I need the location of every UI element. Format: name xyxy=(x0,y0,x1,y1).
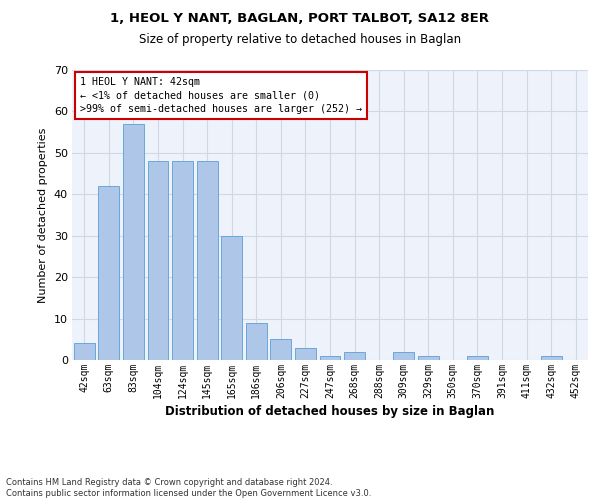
Y-axis label: Number of detached properties: Number of detached properties xyxy=(38,128,48,302)
Bar xyxy=(418,356,439,360)
Bar xyxy=(98,186,119,360)
Bar xyxy=(295,348,316,360)
Bar xyxy=(246,322,267,360)
X-axis label: Distribution of detached houses by size in Baglan: Distribution of detached houses by size … xyxy=(166,405,494,418)
Bar xyxy=(320,356,340,360)
Bar xyxy=(123,124,144,360)
Bar xyxy=(393,352,414,360)
Bar xyxy=(541,356,562,360)
Bar xyxy=(271,340,292,360)
Text: Size of property relative to detached houses in Baglan: Size of property relative to detached ho… xyxy=(139,32,461,46)
Bar xyxy=(467,356,488,360)
Bar xyxy=(172,161,193,360)
Bar xyxy=(74,344,95,360)
Bar xyxy=(344,352,365,360)
Text: Contains HM Land Registry data © Crown copyright and database right 2024.
Contai: Contains HM Land Registry data © Crown c… xyxy=(6,478,371,498)
Bar xyxy=(148,161,169,360)
Text: 1, HEOL Y NANT, BAGLAN, PORT TALBOT, SA12 8ER: 1, HEOL Y NANT, BAGLAN, PORT TALBOT, SA1… xyxy=(110,12,490,26)
Bar xyxy=(221,236,242,360)
Text: 1 HEOL Y NANT: 42sqm
← <1% of detached houses are smaller (0)
>99% of semi-detac: 1 HEOL Y NANT: 42sqm ← <1% of detached h… xyxy=(80,77,362,114)
Bar xyxy=(197,161,218,360)
